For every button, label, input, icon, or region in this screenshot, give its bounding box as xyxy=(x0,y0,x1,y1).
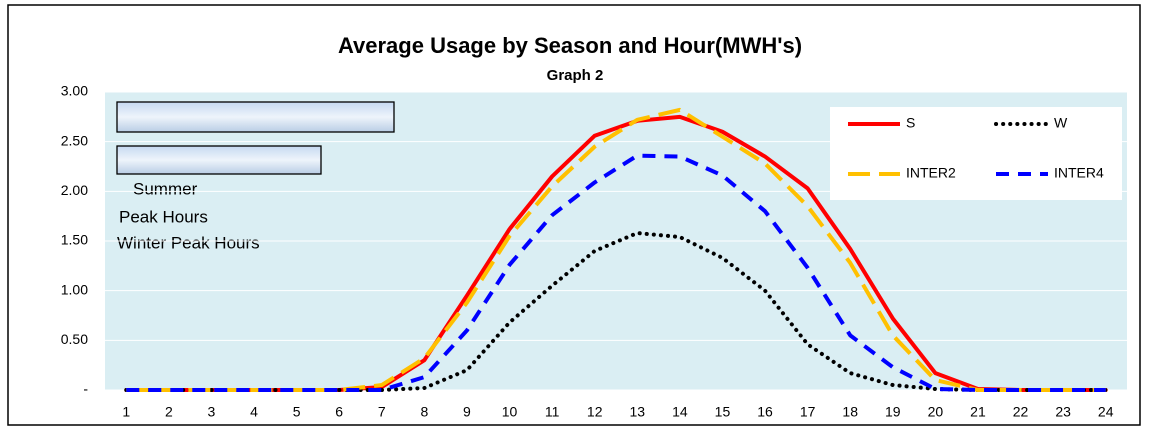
x-tick-label: 7 xyxy=(378,404,386,420)
annotation: Summer xyxy=(133,179,198,198)
y-tick-label: 0.50 xyxy=(61,331,88,347)
x-tick-label: 6 xyxy=(335,404,343,420)
x-tick-label: 21 xyxy=(970,404,986,420)
annotation: Winter Peak Hours xyxy=(117,233,260,252)
summer-peak-box xyxy=(116,101,395,133)
y-tick-label: 2.00 xyxy=(61,182,88,198)
y-tick-label: 3.00 xyxy=(61,83,88,99)
y-tick-label: 2.50 xyxy=(61,132,88,148)
y-tick-label: - xyxy=(83,381,88,397)
x-tick-label: 4 xyxy=(250,404,258,420)
x-tick-label: 16 xyxy=(757,404,773,420)
winter-peak-box xyxy=(116,145,322,175)
x-tick-label: 3 xyxy=(208,404,216,420)
legend-label: INTER4 xyxy=(1054,165,1104,181)
x-tick-label: 20 xyxy=(928,404,944,420)
x-tick-label: 8 xyxy=(420,404,428,420)
annotation: Peak Hours xyxy=(119,207,208,226)
x-tick-label: 22 xyxy=(1013,404,1029,420)
x-tick-label: 17 xyxy=(800,404,816,420)
x-tick-label: 1 xyxy=(122,404,130,420)
chart-subtitle: Graph 2 xyxy=(547,67,604,84)
x-tick-label: 14 xyxy=(672,404,688,420)
x-tick-label: 11 xyxy=(545,404,560,420)
legend xyxy=(830,107,1122,200)
legend-label: W xyxy=(1054,115,1068,131)
x-tick-label: 18 xyxy=(842,404,858,420)
legend-label: INTER2 xyxy=(906,165,956,181)
x-tick-label: 12 xyxy=(587,404,603,420)
y-tick-label: 1.50 xyxy=(61,232,88,248)
series-line xyxy=(126,153,1106,392)
x-tick-label: 5 xyxy=(293,404,301,420)
x-tick-label: 23 xyxy=(1055,404,1071,420)
x-tick-label: 15 xyxy=(715,404,731,420)
x-tick-label: 19 xyxy=(885,404,901,420)
x-tick-label: 24 xyxy=(1098,404,1114,420)
x-tick-label: 9 xyxy=(463,404,471,420)
chart-title: Average Usage by Season and Hour(MWH's) xyxy=(338,33,802,58)
x-tick-label: 13 xyxy=(630,404,646,420)
y-tick-label: 1.00 xyxy=(61,281,88,297)
x-tick-label: 10 xyxy=(502,404,518,420)
x-tick-label: 2 xyxy=(165,404,173,420)
legend-label: S xyxy=(906,115,915,131)
